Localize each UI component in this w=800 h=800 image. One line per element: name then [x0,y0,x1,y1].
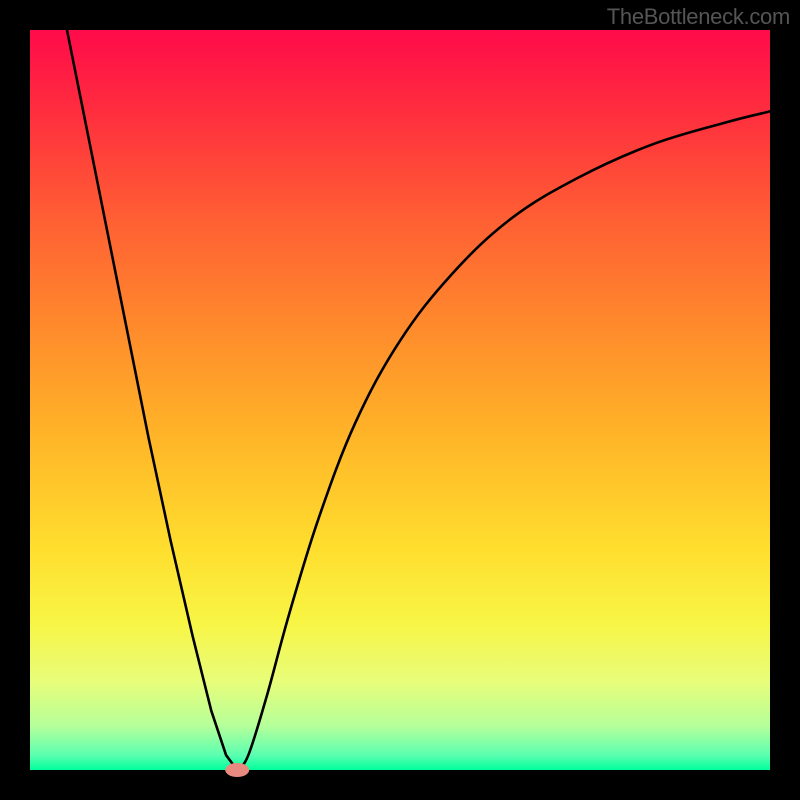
watermark-label: TheBottleneck.com [607,4,790,30]
minimum-marker [225,763,249,777]
chart-container: TheBottleneck.com [0,0,800,800]
bottleneck-chart [0,0,800,800]
